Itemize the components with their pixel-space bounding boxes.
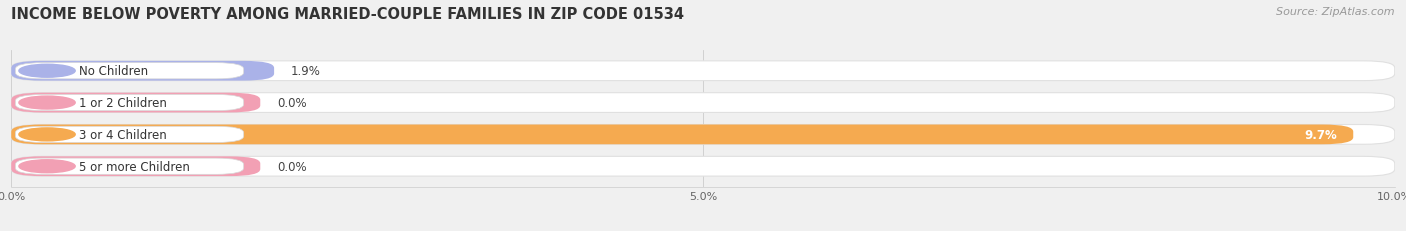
Text: 9.7%: 9.7% bbox=[1303, 128, 1337, 141]
Circle shape bbox=[18, 160, 75, 173]
Text: INCOME BELOW POVERTY AMONG MARRIED-COUPLE FAMILIES IN ZIP CODE 01534: INCOME BELOW POVERTY AMONG MARRIED-COUPL… bbox=[11, 7, 685, 22]
Text: 1 or 2 Children: 1 or 2 Children bbox=[79, 97, 166, 109]
Text: 0.0%: 0.0% bbox=[277, 97, 307, 109]
FancyBboxPatch shape bbox=[11, 93, 1395, 113]
FancyBboxPatch shape bbox=[15, 127, 243, 143]
Circle shape bbox=[18, 128, 75, 141]
Circle shape bbox=[18, 97, 75, 109]
Text: Source: ZipAtlas.com: Source: ZipAtlas.com bbox=[1277, 7, 1395, 17]
FancyBboxPatch shape bbox=[15, 95, 243, 111]
FancyBboxPatch shape bbox=[11, 125, 1353, 145]
FancyBboxPatch shape bbox=[11, 93, 260, 113]
FancyBboxPatch shape bbox=[11, 157, 260, 176]
FancyBboxPatch shape bbox=[11, 157, 1395, 176]
Text: 1.9%: 1.9% bbox=[291, 65, 321, 78]
FancyBboxPatch shape bbox=[15, 63, 243, 79]
Text: 3 or 4 Children: 3 or 4 Children bbox=[79, 128, 166, 141]
FancyBboxPatch shape bbox=[11, 62, 1395, 81]
Circle shape bbox=[18, 65, 75, 78]
Text: 0.0%: 0.0% bbox=[277, 160, 307, 173]
Text: No Children: No Children bbox=[79, 65, 148, 78]
Text: 5 or more Children: 5 or more Children bbox=[79, 160, 190, 173]
FancyBboxPatch shape bbox=[11, 62, 274, 81]
FancyBboxPatch shape bbox=[11, 125, 1395, 145]
FancyBboxPatch shape bbox=[15, 158, 243, 175]
